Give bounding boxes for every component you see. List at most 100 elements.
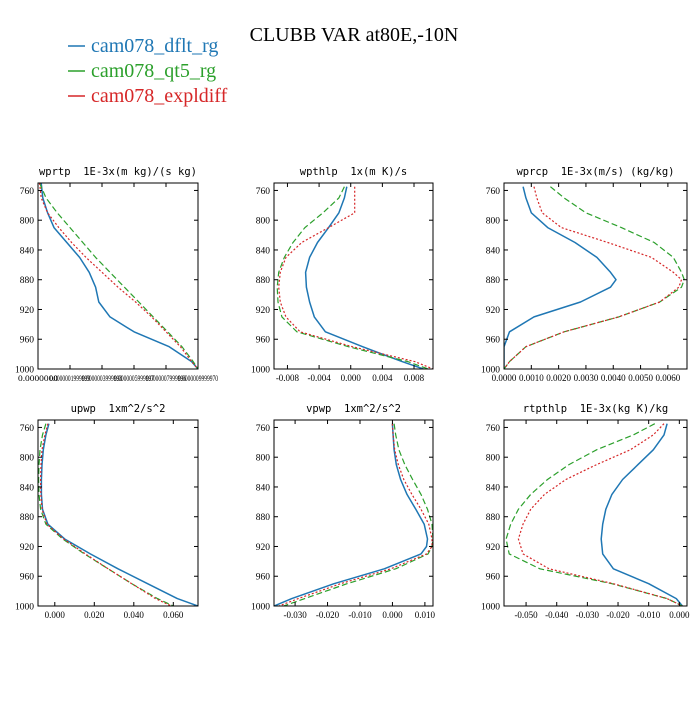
x-tick-label: 0.0000005999997 [114,374,154,383]
panel-title: vpwp 1xm^2/s^2 [306,403,401,415]
x-tick-label: 0.000 [669,610,690,620]
y-tick-label: 1000 [481,366,500,376]
series-line [504,186,617,369]
series-line [517,423,683,606]
y-tick-label: 1000 [15,603,34,613]
x-tick-label: 0.004 [372,373,393,383]
x-tick-label: 0.0010 [519,373,544,383]
x-tick-label: 0.0000 [492,373,517,383]
x-tick-label: 0.000 [341,373,362,383]
y-tick-label: 840 [486,483,501,493]
x-tick-label: 0.000 [45,610,66,620]
y-tick-label: 880 [256,513,271,523]
y-tick-label: 960 [20,573,35,583]
x-tick-label: -0.010 [348,610,372,620]
panel-title: wprtp 1E-3x(m kg)/(s kg) [39,166,197,178]
x-tick-label: 0.020 [84,610,105,620]
x-tick-label: 0.008 [404,373,425,383]
y-tick-label: 800 [486,454,501,464]
panel-4: upwp 1xm^2/s^2 760 800 840 880 920 960 1000 0.00… [15,403,199,620]
y-tick-label: 960 [20,336,35,346]
y-tick-label: 840 [20,483,35,493]
panel-title: rtpthlp 1E-3x(kg K)/kg [523,403,668,415]
x-tick-label: -0.008 [276,373,300,383]
legend-label: cam078_qt5_rg [91,60,216,82]
series-line [40,183,198,369]
x-tick-label: 0.060 [163,610,184,620]
y-tick-label: 760 [20,424,35,434]
legend-entry: cam078_qt5_rg [68,60,216,82]
series-line [600,423,683,606]
plot-frame [503,182,688,370]
x-tick-label: 0.0050 [628,373,653,383]
x-tick-label: 0.040 [124,610,145,620]
panel-title: upwp 1xm^2/s^2 [71,403,166,415]
y-tick-label: 1000 [251,603,270,613]
plot-frame [503,419,688,607]
x-tick-label: 0.010 [415,610,436,620]
series-line [39,183,198,369]
y-tick-label: 920 [20,543,35,553]
x-tick-label: 0.0000001999999 [50,374,90,383]
y-tick-label: 920 [486,543,501,553]
y-tick-label: 840 [486,246,501,256]
x-tick-label: -0.004 [307,373,331,383]
series-line [304,186,424,369]
x-tick-label: -0.010 [637,610,661,620]
panel-1: wprtp 1E-3x(m kg)/(s kg) 760 800 840 880 920 9… [15,166,218,383]
series-line [504,186,683,369]
y-tick-label: 800 [20,454,35,464]
y-tick-label: 920 [256,306,271,316]
x-tick-label: 0.0000000 [18,374,58,383]
x-tick-label: 0.0000009999970 [178,374,218,383]
y-tick-label: 1000 [15,366,34,376]
x-tick-label: 0.0040 [601,373,626,383]
x-tick-label: 0.0000007999996 [146,374,186,383]
x-tick-label: 0.0030 [574,373,599,383]
y-tick-label: 880 [20,276,35,286]
series-line [274,423,429,606]
legend-label: cam078_expldiff [91,85,228,107]
panel-2: wpthlp 1x(m K)/s 760 800 840 880 920 960 1000 -0… [251,166,434,383]
x-tick-label: 0.0020 [546,373,571,383]
y-tick-label: 760 [486,187,501,197]
series-line [278,423,433,606]
series-line [39,423,172,606]
y-tick-label: 800 [256,454,271,464]
x-tick-label: -0.020 [606,610,630,620]
legend: cam078_dflt_rg cam078_qt5_rg cam078_expldi… [68,35,228,107]
y-tick-label: 1000 [481,603,500,613]
y-tick-label: 840 [256,483,271,493]
panel-3: wprcp 1E-3x(m/s) (kg/kg) 760 800 840 880 920 9… [481,166,688,383]
y-tick-label: 760 [486,424,501,434]
y-tick-label: 840 [20,246,35,256]
y-tick-label: 760 [256,187,271,197]
y-tick-label: 920 [486,306,501,316]
series-line [504,186,685,369]
y-tick-label: 840 [256,246,271,256]
series-line [39,183,198,369]
y-tick-label: 960 [486,573,501,583]
y-tick-label: 800 [256,217,271,227]
plot-frame [273,182,434,370]
series-line [38,423,174,606]
y-tick-label: 880 [486,513,501,523]
series-line [505,423,683,606]
y-tick-label: 800 [486,217,501,227]
y-tick-label: 760 [256,424,271,434]
y-tick-label: 920 [256,543,271,553]
x-tick-label: -0.040 [545,610,569,620]
y-tick-label: 1000 [251,366,270,376]
panel-title: wpthlp 1x(m K)/s [300,166,407,178]
series-line [278,186,433,369]
series-line [283,423,433,606]
y-tick-label: 760 [20,187,35,197]
y-tick-label: 880 [486,276,501,286]
figure-title: CLUBB VAR at80E,-10N [250,24,459,46]
x-tick-label: -0.020 [316,610,340,620]
legend-entry: cam078_expldiff [68,85,228,107]
x-tick-label: -0.050 [514,610,538,620]
x-tick-label: -0.030 [576,610,600,620]
